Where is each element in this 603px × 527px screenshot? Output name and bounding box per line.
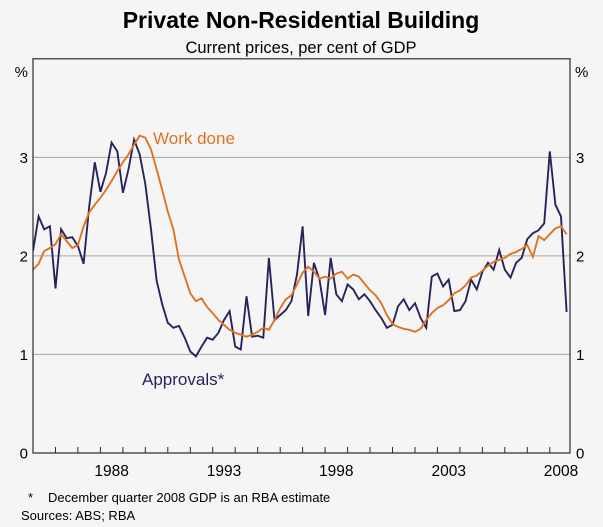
x-axis-ticks	[55, 447, 551, 453]
y-tick-label-right-2: 2	[576, 248, 584, 265]
series-lines	[33, 134, 568, 358]
y-tick-label-left-1: 1	[20, 347, 28, 364]
work-done-series-label: Work done	[153, 129, 235, 148]
y-tick-label-right-0: 0	[576, 446, 584, 463]
plot-frame	[32, 58, 571, 454]
y-tick-label-right-3: 3	[576, 150, 584, 167]
gridlines	[33, 156, 570, 355]
x-tick-label-1993: 1993	[207, 463, 241, 480]
y-tick-label-right-1: 1	[576, 347, 584, 364]
y-axis-labels: 0 0 1 1 2 2 3 3	[20, 150, 585, 463]
x-tick-label-1998: 1998	[319, 463, 353, 480]
approvals-line	[33, 136, 568, 358]
footnote-asterisk: *	[28, 490, 33, 505]
x-tick-label-2008: 2008	[544, 463, 578, 480]
y-axis-unit-left: %	[15, 64, 28, 81]
y-axis-unit-right: %	[575, 64, 588, 81]
work-done-line	[33, 134, 568, 338]
approvals-series-label: Approvals*	[142, 370, 225, 389]
footnote-note: December quarter 2008 GDP is an RBA esti…	[48, 490, 330, 505]
y-tick-label-left-0: 0	[20, 446, 28, 463]
y-tick-label-left-3: 3	[20, 150, 28, 167]
x-tick-label-1988: 1988	[94, 463, 128, 480]
y-tick-label-left-2: 2	[20, 248, 28, 265]
page-subtitle: Current prices, per cent of GDP	[185, 39, 416, 57]
x-tick-label-2003: 2003	[431, 463, 465, 480]
footnote-sources: Sources: ABS; RBA	[21, 508, 135, 523]
page-title: Private Non-Residential Building	[123, 7, 480, 33]
x-axis-labels: 1988 1993 1998 2003 2008	[94, 463, 578, 480]
